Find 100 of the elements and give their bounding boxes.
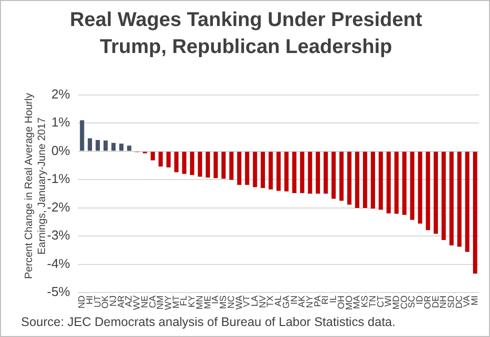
bar bbox=[206, 152, 210, 178]
x-tick-label: AL bbox=[273, 296, 284, 307]
x-tick-label: OH bbox=[336, 296, 346, 309]
x-tick-label: SD bbox=[446, 295, 456, 308]
y-tick-label: -5% bbox=[46, 284, 71, 300]
x-tick-label: AK bbox=[296, 296, 307, 308]
x-tick-label: IA bbox=[210, 296, 220, 304]
bar bbox=[449, 152, 454, 246]
bar bbox=[426, 152, 430, 230]
x-tick-label: KY bbox=[186, 296, 197, 308]
x-tick-label: NH bbox=[438, 296, 448, 308]
x-tick-label: IL bbox=[328, 296, 338, 304]
bar bbox=[214, 152, 218, 178]
bar bbox=[284, 152, 289, 192]
x-tick-label: ME bbox=[202, 296, 212, 309]
bar bbox=[465, 152, 470, 252]
x-tick-label: VT bbox=[242, 295, 252, 308]
bar bbox=[268, 152, 273, 190]
x-tick-label: NJ bbox=[108, 296, 118, 306]
x-tick-label: TN bbox=[367, 296, 378, 308]
bar bbox=[362, 152, 368, 208]
x-tick-label: UT bbox=[92, 295, 102, 308]
y-tick-label: -1% bbox=[46, 171, 71, 186]
x-tick-label: DC bbox=[454, 295, 464, 308]
bar bbox=[260, 152, 265, 188]
y-tick-label: -4% bbox=[46, 256, 71, 271]
x-tick-label: MN bbox=[194, 296, 204, 310]
x-tick-label: CO bbox=[398, 296, 409, 309]
bar bbox=[347, 152, 352, 205]
bar bbox=[229, 152, 234, 180]
bar bbox=[111, 142, 116, 151]
bar bbox=[473, 152, 478, 274]
bar bbox=[190, 152, 194, 176]
x-tick-label: PA bbox=[312, 296, 322, 307]
bar bbox=[158, 152, 163, 167]
bar bbox=[434, 152, 438, 234]
bar bbox=[80, 120, 84, 151]
bar bbox=[316, 152, 320, 194]
bar bbox=[331, 152, 336, 199]
bar bbox=[442, 152, 446, 240]
y-tick-label: 0% bbox=[51, 142, 71, 158]
bar bbox=[198, 152, 202, 177]
bar bbox=[119, 144, 124, 151]
y-axis-title: Percent Change in Real Average Hourly Earnings, January-June 2017 bbox=[23, 93, 48, 280]
bar bbox=[252, 152, 258, 188]
bar bbox=[418, 152, 422, 224]
bar bbox=[237, 152, 242, 185]
x-tick-label: IN bbox=[288, 296, 299, 304]
y-tick-label: 2% bbox=[51, 86, 71, 102]
bar bbox=[166, 152, 171, 168]
bar bbox=[339, 152, 344, 201]
x-tick-label: FL bbox=[178, 296, 189, 306]
bar bbox=[394, 152, 399, 214]
bar bbox=[245, 152, 250, 185]
bar bbox=[276, 152, 281, 191]
bar bbox=[292, 152, 296, 194]
y-tick-label: -2% bbox=[46, 199, 71, 214]
source-note: Source: JEC Democrats analysis of Bureau of Labor Statistics data. bbox=[21, 315, 396, 329]
x-tick-label: DE bbox=[430, 296, 440, 308]
x-tick-label: SC bbox=[406, 295, 417, 308]
x-tick-label: NM bbox=[155, 296, 166, 310]
x-tick-label: LA bbox=[249, 296, 260, 307]
x-tick-label: OR bbox=[422, 295, 432, 309]
x-tick-label: WI bbox=[383, 296, 394, 306]
x-tick-label: VA bbox=[462, 296, 472, 307]
bar bbox=[370, 152, 376, 209]
bar bbox=[174, 152, 179, 172]
bar bbox=[300, 152, 304, 194]
bar bbox=[88, 138, 92, 151]
bar bbox=[150, 152, 155, 160]
x-tick-label: MI bbox=[470, 296, 480, 306]
bar bbox=[324, 152, 328, 194]
x-tick-label: MS bbox=[218, 296, 228, 309]
x-tick-label: AR bbox=[116, 295, 126, 308]
bar bbox=[127, 146, 132, 151]
x-tick-label: WY bbox=[163, 296, 174, 310]
x-tick-label: MO bbox=[344, 296, 354, 310]
chart-title: Real Wages Tanking Under President Trump, Republican Leadership bbox=[68, 8, 424, 60]
bar bbox=[457, 152, 462, 247]
bar bbox=[182, 152, 186, 174]
x-tick-label: NY bbox=[304, 296, 315, 308]
x-tick-label: AZ bbox=[124, 295, 134, 308]
y-tick-label: 1% bbox=[51, 114, 71, 130]
x-tick-label: CT bbox=[375, 295, 386, 308]
bar bbox=[402, 152, 406, 215]
x-tick-label: NV bbox=[257, 296, 268, 308]
x-tick-label: NE bbox=[139, 296, 150, 308]
bar bbox=[386, 152, 391, 214]
x-tick-label: KS bbox=[360, 296, 370, 308]
x-tick-label: MA bbox=[352, 296, 362, 309]
x-tick-label: WA bbox=[234, 296, 244, 310]
x-tick-label: ID bbox=[414, 295, 425, 304]
bar bbox=[221, 152, 226, 179]
bar bbox=[378, 152, 383, 210]
x-tick-label: TX bbox=[265, 296, 276, 308]
bar bbox=[308, 152, 312, 194]
x-tick-label: RI bbox=[320, 296, 330, 304]
bar bbox=[410, 152, 414, 220]
x-tick-label: NC bbox=[226, 295, 236, 308]
y-tick-label: -3% bbox=[46, 228, 71, 243]
